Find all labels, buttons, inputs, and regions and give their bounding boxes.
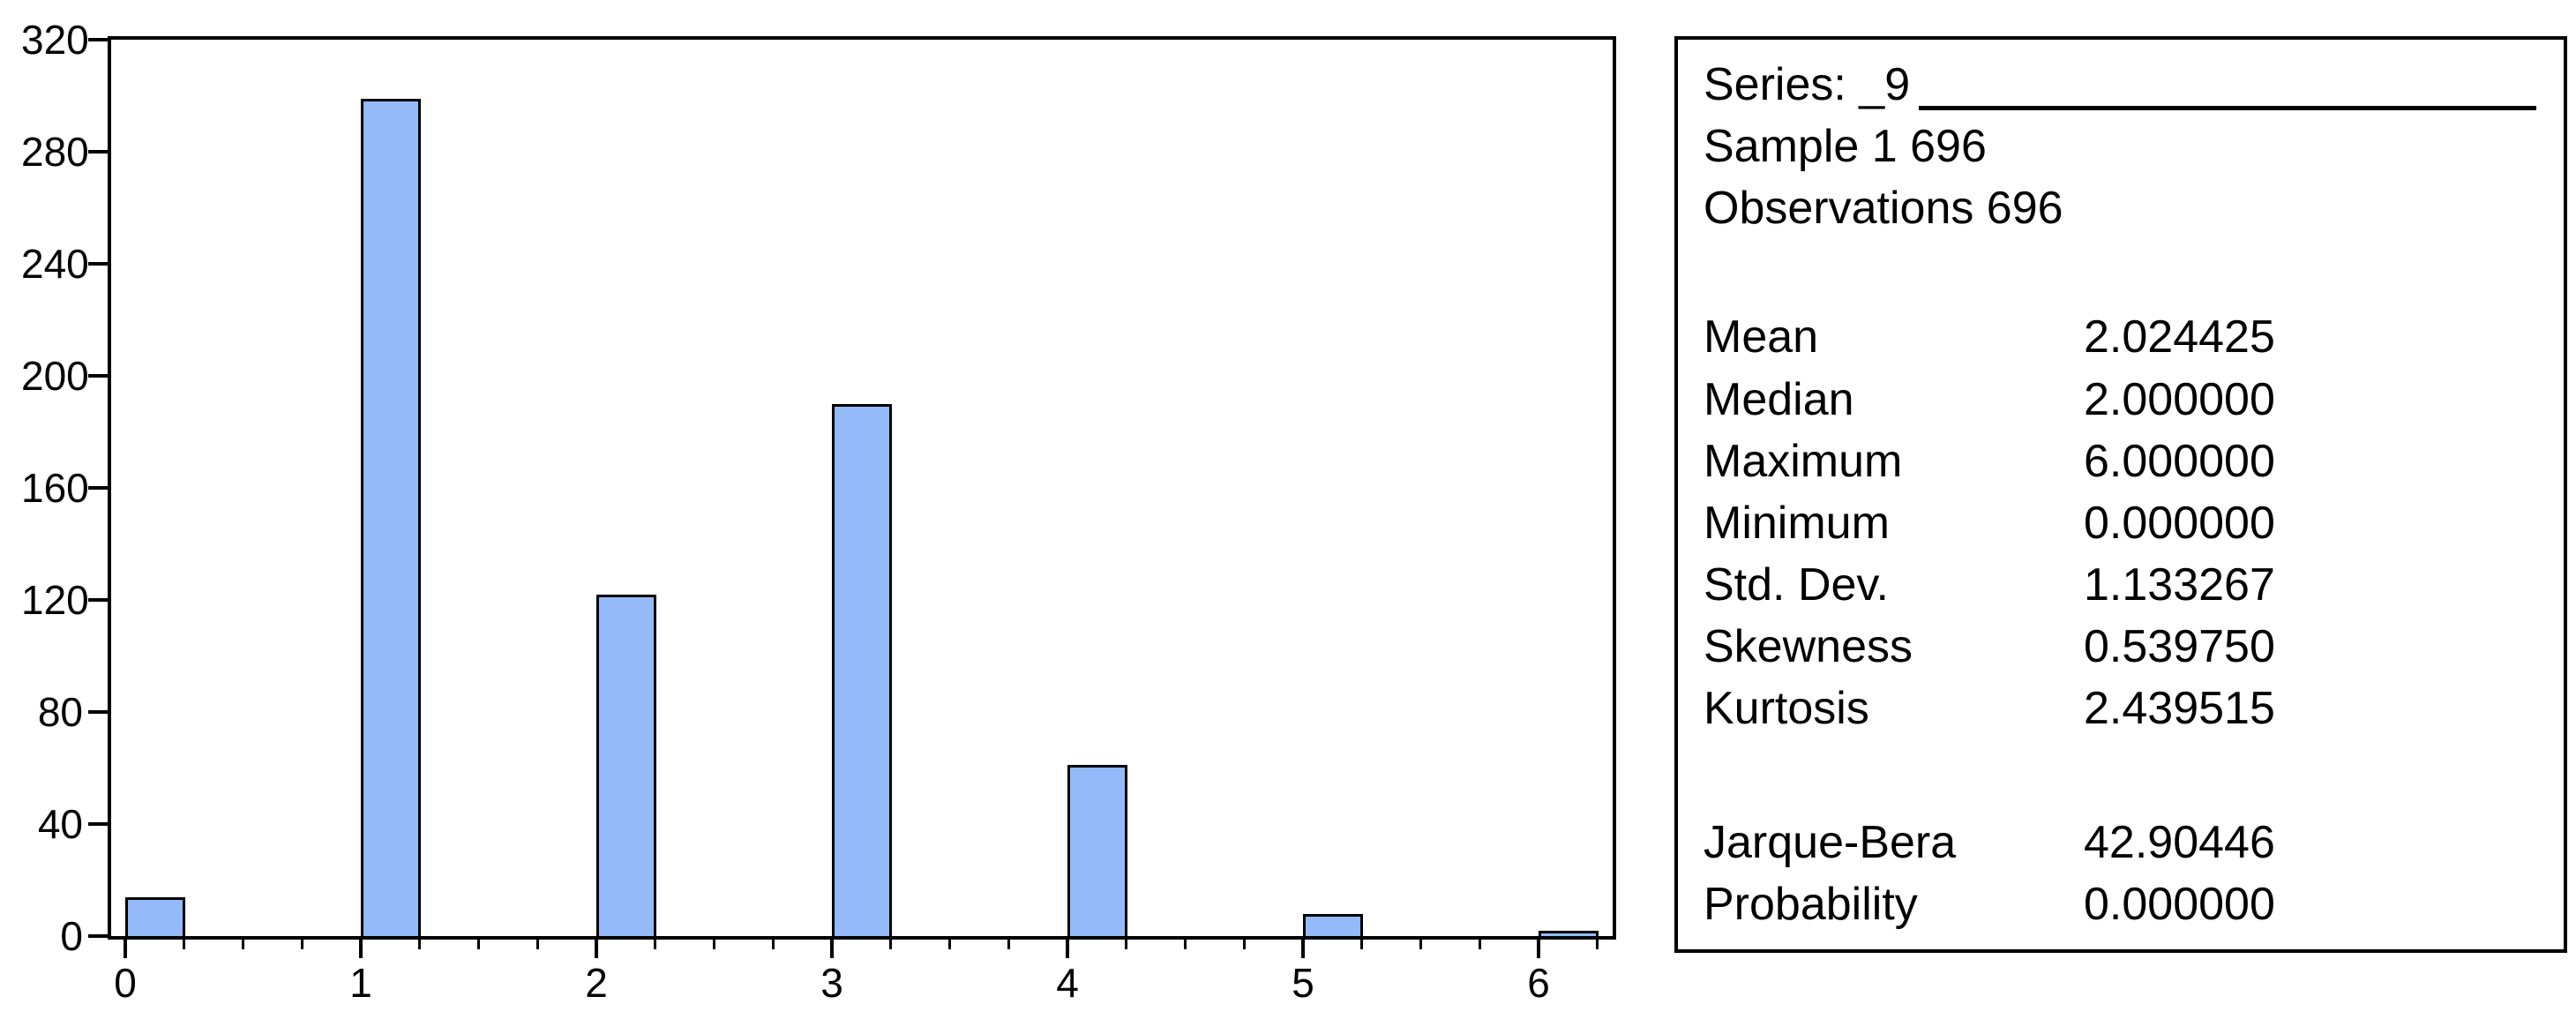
x-axis-label: 1 [349,960,372,1006]
series-title-underline [1919,106,2536,110]
stat-row-skewness: Skewness 0.539750 [1704,619,2546,674]
x-axis-minor-tick [654,939,657,949]
stat-label: Jarque-Bera [1704,817,1957,868]
y-axis-tick [88,150,108,154]
stat-row-jarque-bera: Jarque-Bera 42.90446 [1704,815,2546,870]
stat-row-median: Median 2.000000 [1704,372,2546,427]
x-axis-minor-tick [242,939,244,949]
stat-value: 0.539750 [2084,621,2275,672]
stat-row-mean: Mean 2.024425 [1704,310,2546,364]
x-axis-label: 5 [1292,960,1314,1006]
x-axis-minor-tick [535,939,539,949]
x-axis-minor-tick [771,939,775,949]
observations-line: Observations 696 [1704,183,2063,234]
stat-value: 2.024425 [2084,311,2275,363]
histogram-bar [361,99,421,936]
series-title-label: Series: _9 [1704,59,1911,110]
stat-row-kurtosis: Kurtosis 2.439515 [1704,681,2546,736]
y-axis-label: 200 [21,353,89,399]
stat-value: 2.439515 [2084,683,2275,734]
stat-label: Std. Dev. [1704,559,1890,611]
y-axis-tick [88,934,108,938]
stats-inner: Series: _9 Sample 1 696 Observations 696… [1678,40,2564,949]
histogram-bar [125,897,185,936]
stat-row-maximum: Maximum 6.000000 [1704,434,2546,489]
stat-label: Kurtosis [1704,683,1869,734]
x-axis-minor-tick [1125,939,1128,949]
x-axis-label: 3 [820,960,843,1006]
x-axis-minor-tick [713,939,715,949]
y-axis-label: 80 [37,689,83,735]
x-axis-label: 2 [585,960,608,1006]
histogram-bar [1539,931,1599,936]
y-axis-tick [88,374,108,378]
stat-value: 6.000000 [2084,436,2275,487]
x-axis-label: 6 [1527,960,1550,1006]
stat-label: Minimum [1704,498,1890,549]
x-axis-tick [1537,939,1540,958]
stat-label: Probability [1704,879,1918,930]
histogram-bar [832,404,892,936]
x-axis-tick [1301,939,1305,958]
x-axis-minor-tick [1419,939,1422,949]
x-axis-tick [1066,939,1069,958]
x-axis-minor-tick [1360,939,1364,949]
x-axis-minor-tick [477,939,480,949]
x-axis-minor-tick [948,939,951,949]
x-axis-tick [830,939,834,958]
stat-label: Median [1704,374,1854,425]
x-axis-minor-tick [418,939,422,949]
stats-box: Series: _9 Sample 1 696 Observations 696… [1674,36,2567,953]
y-axis-tick [88,822,108,826]
y-axis-tick [88,486,108,490]
y-axis-label: 280 [21,129,89,175]
plot-area [111,40,1613,936]
y-axis-tick [88,710,108,714]
stat-row-std-dev: Std. Dev. 1.133267 [1704,558,2546,612]
y-axis-label: 0 [60,913,83,959]
y-axis-label: 160 [21,465,89,511]
histogram-bar [596,595,656,936]
x-axis-label: 0 [114,960,137,1006]
sample-line: Sample 1 696 [1704,121,1987,172]
x-axis-minor-tick [889,939,893,949]
x-axis-minor-tick [1242,939,1246,949]
stat-value: 2.000000 [2084,374,2275,425]
x-axis-minor-tick [1184,939,1187,949]
chart-panel: 0 40 80 120 160 200 240 280 320 0 1 2 3 4 5 6 [21,17,1616,1006]
histogram-bar [1067,765,1127,936]
stat-label: Skewness [1704,621,1913,672]
x-axis-label: 4 [1056,960,1079,1006]
series-title: Series: _9 [1704,57,2546,112]
x-axis-minor-tick [183,939,186,949]
stat-value: 42.90446 [2084,817,2275,868]
y-axis-label: 240 [21,241,89,287]
y-axis-label: 320 [21,17,89,63]
x-axis-minor-tick [1596,939,1599,949]
y-axis-tick [88,262,108,266]
stat-value: 1.133267 [2084,559,2275,611]
stat-value: 0.000000 [2084,879,2275,930]
y-axis-label: 120 [21,577,89,623]
x-axis-minor-tick [1478,939,1481,949]
y-axis-label: 40 [37,801,83,847]
x-axis-tick [124,939,127,958]
y-axis-tick [88,38,108,41]
x-axis-minor-tick [1007,939,1010,949]
stat-row-minimum: Minimum 0.000000 [1704,496,2546,551]
x-axis-tick [359,939,363,958]
x-axis-tick [595,939,598,958]
stat-value: 0.000000 [2084,498,2275,549]
x-axis-minor-tick [300,939,303,949]
stat-row-probability: Probability 0.000000 [1704,877,2546,932]
y-axis-tick [88,598,108,602]
stat-label: Maximum [1704,436,1903,487]
stat-label: Mean [1704,311,1819,363]
histogram-bar [1303,914,1363,936]
